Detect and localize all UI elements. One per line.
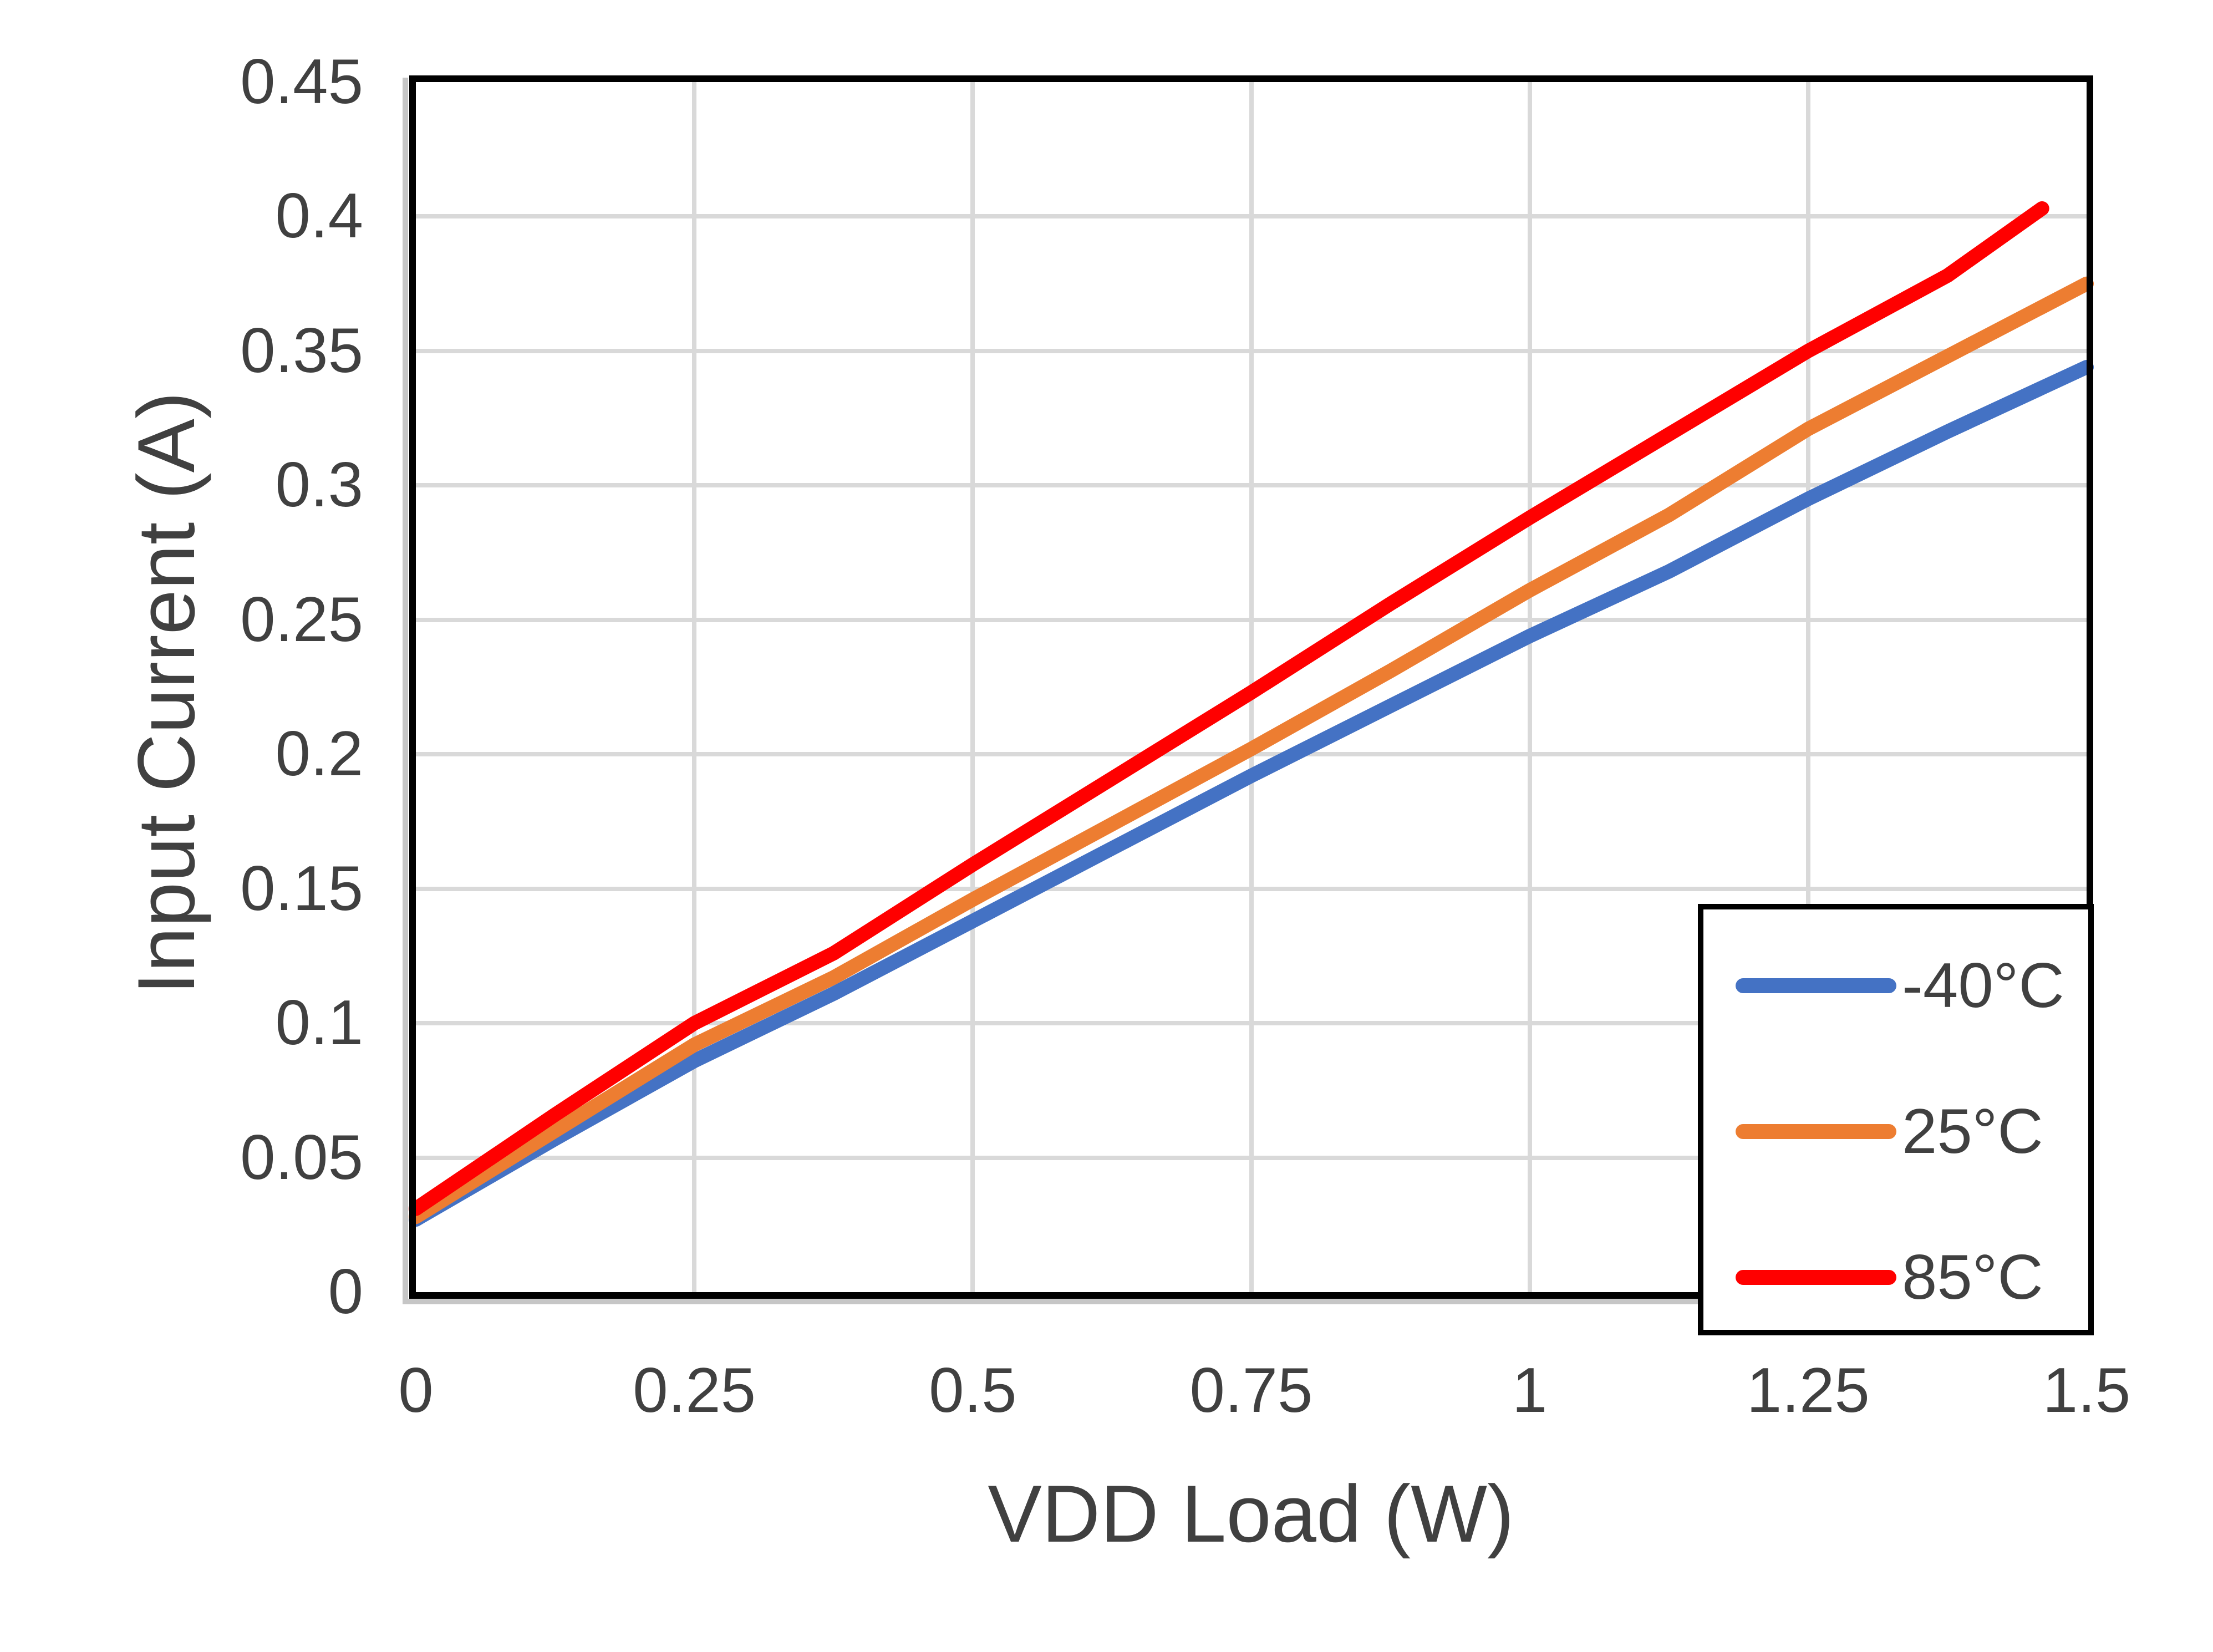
y-axis-title: Input Current (A) <box>121 392 211 995</box>
legend-label-25°C: 25°C <box>1902 1096 2043 1167</box>
legend-swatch-25°C <box>1736 1124 1896 1139</box>
series-line--40°C <box>409 360 2094 1227</box>
x-tick-label-1.5: 1.5 <box>2042 1355 2131 1426</box>
y-tick-label-0.15: 0.15 <box>240 853 363 924</box>
gridline-x-1 <box>1527 82 1532 1292</box>
legend-item-85°C: 85°C <box>1703 1238 2088 1316</box>
series-line-25°C <box>409 276 2094 1224</box>
x-tick-label-0.25: 0.25 <box>633 1355 756 1426</box>
series-line-85°C <box>409 201 2049 1216</box>
legend-item-25°C: 25°C <box>1703 1092 2088 1170</box>
y-tick-label-0.45: 0.45 <box>240 47 363 117</box>
x-axis-title: VDD Load (W) <box>988 1468 1514 1559</box>
y-tick-label-0.3: 0.3 <box>275 450 363 521</box>
x-tick-label-0: 0 <box>398 1355 434 1426</box>
legend-swatch-85°C <box>1736 1269 1896 1285</box>
x-tick-label-0.5: 0.5 <box>929 1355 1017 1426</box>
y-tick-label-0.25: 0.25 <box>240 584 363 655</box>
legend-swatch--40°C <box>1736 978 1896 993</box>
y-tick-label-0.4: 0.4 <box>275 181 363 252</box>
y-tick-label-0.05: 0.05 <box>240 1122 363 1193</box>
legend-item--40°C: -40°C <box>1703 947 2088 1024</box>
x-tick-label-1.25: 1.25 <box>1746 1355 1870 1426</box>
gridline-x-0.5 <box>970 82 975 1292</box>
y-tick-label-0: 0 <box>328 1257 363 1327</box>
y-tick-label-0.1: 0.1 <box>275 988 363 1059</box>
gridline-x-1.25 <box>1805 82 1810 1292</box>
legend-label-85°C: 85°C <box>1902 1242 2043 1313</box>
axis-line-shadow <box>403 78 2093 1304</box>
x-tick-label-0.75: 0.75 <box>1189 1355 1313 1426</box>
y-tick-label-0.35: 0.35 <box>240 315 363 386</box>
x-tick-label-1: 1 <box>1512 1355 1548 1426</box>
gridline-x-0.25 <box>692 82 697 1292</box>
legend-label--40°C: -40°C <box>1902 950 2064 1021</box>
y-tick-label-0.2: 0.2 <box>275 719 363 790</box>
legend-box: -40°C 25°C 85°C <box>1698 904 2094 1335</box>
